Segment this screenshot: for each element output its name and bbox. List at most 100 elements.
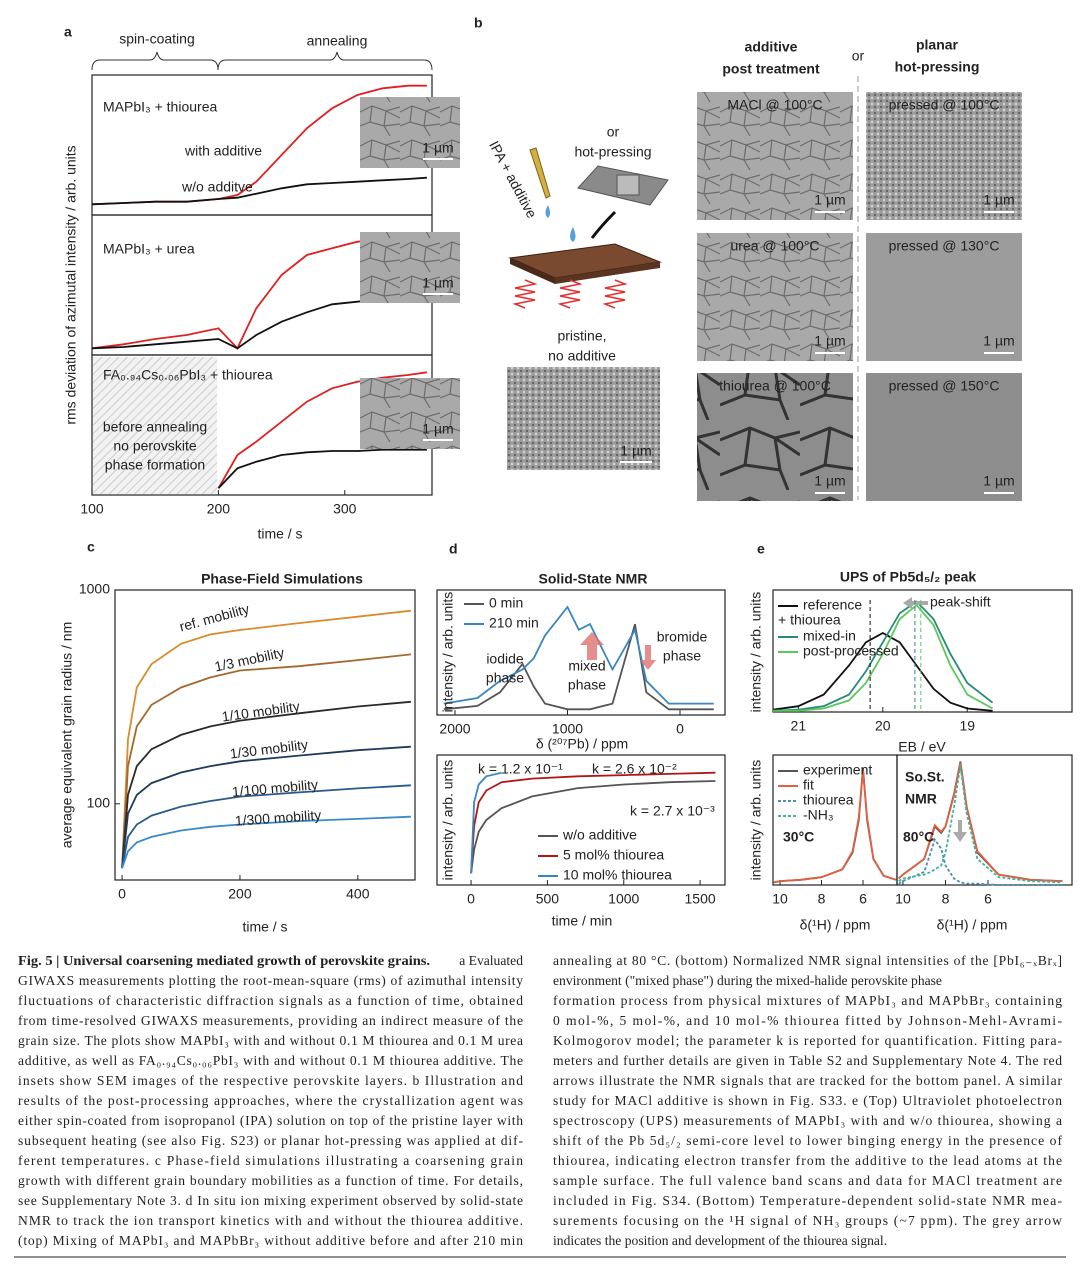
legend-label: -NH₃ <box>803 807 834 823</box>
decoration <box>529 147 551 199</box>
decoration <box>114 589 416 881</box>
legend-label: mixed-in <box>803 628 856 644</box>
decoration <box>510 258 555 284</box>
annotation: k = 2.7 x 10⁻³ <box>630 803 715 819</box>
y-axis-label: average equivalent grain radius / nm <box>59 622 75 848</box>
caption-text: GIWAXS measurements plotting the root-me… <box>18 973 523 989</box>
legend-label: 210 min <box>489 615 539 631</box>
y-axis-label: intensity / arb. units <box>440 592 456 713</box>
scale-label: 1 µm <box>983 333 1014 349</box>
decoration <box>896 754 1073 886</box>
image-label: pressed @ 100°C <box>889 97 1000 113</box>
decoration <box>360 232 460 303</box>
scale-label: 1 µm <box>814 333 845 349</box>
series-line <box>217 371 428 489</box>
chart-title: FA₀.₉₄Cs₀.₀₆PbI₃ + thiourea <box>103 367 273 383</box>
caption-title: Fig. 5 | Universal coarsening mediated g… <box>18 953 430 968</box>
decoration <box>616 174 640 196</box>
x-tick-label: 300 <box>333 501 357 517</box>
series-line <box>121 609 412 869</box>
legend-label: reference <box>803 597 862 613</box>
caption-text: Kolmogorov model; the parameter k is rep… <box>553 1033 1062 1048</box>
annotation: iodide <box>486 651 524 667</box>
caption-text: environment ("mixed phase") during the m… <box>553 973 942 989</box>
x-tick-label: 10 <box>772 891 788 907</box>
annotation: phase <box>663 648 701 664</box>
image-label: thiourea @ 100°C <box>719 378 831 394</box>
chart-title: MAPbI₃ + urea <box>103 241 195 257</box>
decoration <box>217 51 433 71</box>
image-label: pressed @ 150°C <box>889 378 1000 394</box>
chart-title: Solid-State NMR <box>539 571 648 587</box>
series-line <box>772 600 994 712</box>
x-tick-label: 10 <box>895 891 911 907</box>
x-tick-label: 21 <box>791 718 807 734</box>
legend-label: experiment <box>803 762 872 778</box>
series-line <box>773 603 994 712</box>
chart-title: Phase-Field Simulations <box>201 571 363 587</box>
phase-label: spin-coating <box>119 31 195 47</box>
x-axis-label: EB / eV <box>898 739 946 755</box>
x-tick-label: 500 <box>536 891 560 907</box>
decoration <box>772 589 1073 713</box>
caption-text: 0 mol-%, 5 mol-%, and 10 mol-% thiourea … <box>553 1013 1062 1028</box>
x-tick-label: 8 <box>942 891 950 907</box>
caption-text: shift of the Pb 5d₅/₂ semi-core level to… <box>553 1133 1062 1148</box>
caption-text: study for MACl additive is shown in Fig.… <box>553 1093 1062 1109</box>
caption-text: annealing at 80 °C. (bottom) Normalized … <box>553 953 1062 969</box>
legend-label: 10 mol% thiourea <box>563 867 672 883</box>
scale-label: 1 µm <box>422 275 453 291</box>
decoration <box>866 92 1022 220</box>
caption-text: subsequent heating (see also Fig. S23) o… <box>18 1133 523 1149</box>
annotation: phase <box>568 677 606 693</box>
caption-text: ferent temperatures. c Phase-field simul… <box>18 1153 523 1168</box>
series-line <box>470 771 502 874</box>
series-line <box>773 770 897 884</box>
series-line <box>217 448 427 489</box>
caption-text: either spin-coated from isopropanol (IPA… <box>18 1113 523 1129</box>
decoration <box>91 51 219 71</box>
caption-text: sample surface. The full valence band sc… <box>553 1173 1062 1188</box>
x-tick-label: 2000 <box>439 721 470 737</box>
decoration <box>557 279 583 309</box>
annotation: NMR <box>905 791 937 807</box>
panel-letter: a <box>64 24 72 40</box>
label: or <box>607 124 620 140</box>
x-tick-label: 100 <box>80 501 104 517</box>
y-tick-label: 100 <box>87 794 111 810</box>
header: post treatment <box>722 61 820 77</box>
series-line <box>898 837 1063 886</box>
header: or <box>852 48 865 64</box>
series-label: w/o additve <box>181 179 253 195</box>
decoration <box>903 597 928 609</box>
series-line <box>470 780 716 874</box>
series-line <box>121 700 411 869</box>
scale-label: 1 µm <box>983 192 1014 208</box>
series-line <box>121 815 411 869</box>
caption-text: fluctuations of characteristic diffracti… <box>18 993 523 1008</box>
decoration <box>640 645 656 670</box>
panel-letter: b <box>474 15 483 31</box>
header: planar <box>916 37 959 53</box>
series-line <box>443 623 714 711</box>
label: pristine, <box>557 328 606 344</box>
x-axis-label: time / s <box>257 526 302 542</box>
annotation: bromide <box>657 629 708 645</box>
series-label: 1/10 mobility <box>221 698 301 725</box>
decoration <box>436 754 726 886</box>
decoration <box>360 378 460 449</box>
annotation: mixed <box>568 658 605 674</box>
decoration <box>580 632 604 660</box>
legend-title: + thiourea <box>778 612 841 628</box>
x-tick-label: 6 <box>859 891 867 907</box>
decoration <box>570 227 576 242</box>
y-axis-label: intensity / arb. units <box>440 760 456 881</box>
decoration <box>697 233 853 361</box>
x-tick-label: 1000 <box>608 891 639 907</box>
decoration <box>555 262 660 284</box>
y-axis-label: intensity / arb. units <box>748 760 764 881</box>
series-line <box>121 784 411 869</box>
x-tick-label: 19 <box>959 718 975 734</box>
header: additive <box>745 39 798 55</box>
x-axis-label: time / s <box>242 919 287 935</box>
